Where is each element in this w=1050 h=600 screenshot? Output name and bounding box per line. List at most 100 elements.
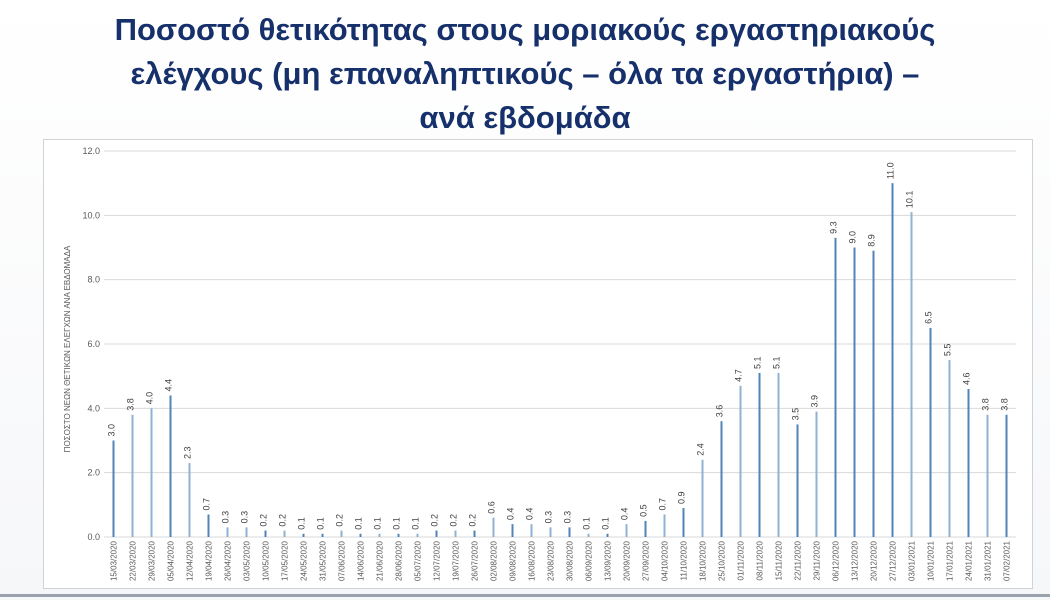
data-label: 0.1: [354, 517, 364, 530]
x-tick-label: 09/08/2020: [509, 540, 518, 581]
y-axis-ticks: 0.0 2.0 4.0 6.0 8.0 10.0 12.0: [82, 146, 100, 542]
data-label: 4.0: [145, 392, 155, 405]
bar: [207, 514, 210, 537]
bar: [720, 421, 723, 537]
data-label: 0.5: [639, 504, 649, 517]
bar: [796, 424, 799, 537]
x-tick-label: 29/11/2020: [813, 540, 822, 580]
data-label: 0.9: [677, 492, 687, 505]
data-label: 3.8: [1000, 398, 1010, 411]
bar: [435, 530, 438, 537]
bar: [701, 459, 704, 537]
gridlines: [104, 150, 1016, 538]
bar: [226, 527, 229, 537]
x-tick-label: 30/08/2020: [566, 540, 575, 581]
data-label: 0.3: [240, 511, 250, 524]
bar: [872, 250, 875, 537]
bar: [264, 530, 267, 537]
bar: [777, 372, 780, 537]
x-tick-label: 19/07/2020: [452, 540, 461, 581]
x-tick-label: 13/12/2020: [851, 540, 860, 581]
bar: [397, 533, 400, 537]
data-label: 0.1: [316, 517, 326, 530]
x-tick-label: 21/06/2020: [376, 540, 385, 581]
title-line-3: ανά εβδομάδα: [419, 100, 631, 135]
bar: [340, 530, 343, 537]
bar: [1005, 414, 1008, 537]
x-tick-label: 22/11/2020: [794, 540, 803, 580]
data-label: 3.8: [981, 398, 991, 411]
y-tick-label: 8.0: [87, 275, 100, 285]
x-tick-label: 12/04/2020: [186, 540, 195, 581]
bar: [967, 389, 970, 537]
bar: [948, 360, 951, 537]
bars: [112, 183, 1008, 537]
bar: [359, 533, 362, 537]
data-label: 0.7: [202, 498, 212, 511]
data-label: 3.0: [107, 424, 117, 437]
x-tick-label: 10/05/2020: [262, 540, 271, 581]
x-tick-label: 03/05/2020: [243, 540, 252, 581]
x-tick-label: 05/04/2020: [167, 540, 176, 581]
x-tick-label: 28/06/2020: [395, 540, 404, 581]
data-label: 2.4: [696, 443, 706, 456]
bar: [511, 524, 514, 537]
data-label: 0.2: [259, 514, 269, 527]
bar: [492, 517, 495, 537]
bar: [853, 247, 856, 537]
x-tick-label: 27/09/2020: [642, 540, 651, 581]
bar: [910, 212, 913, 537]
data-label: 9.3: [829, 221, 839, 234]
bar: [739, 385, 742, 537]
data-label: 5.5: [943, 344, 953, 357]
data-labels: 3.0 3.8 4.0 4.4 2.3 0.7 0.3 0.3 0.2 0.2 0.1 0.1 0.2 0…: [107, 162, 1010, 529]
data-label: 0.4: [525, 508, 535, 521]
bar: [929, 327, 932, 537]
bar: [169, 395, 172, 537]
data-label: 5.1: [753, 356, 763, 369]
x-tick-label: 20/09/2020: [623, 540, 632, 581]
data-label: 0.1: [373, 517, 383, 530]
bar: [150, 408, 153, 537]
bar: [568, 527, 571, 537]
bar: [625, 524, 628, 537]
x-tick-label: 07/02/2021: [1003, 540, 1012, 581]
x-tick-label: 14/06/2020: [357, 540, 366, 581]
bar: [815, 411, 818, 537]
bar: [245, 527, 248, 537]
bar: [131, 414, 134, 537]
slide-bottom-rule: [0, 594, 1050, 597]
data-label: 0.2: [335, 514, 345, 527]
x-tick-label: 25/10/2020: [718, 540, 727, 581]
x-tick-label: 16/08/2020: [528, 540, 537, 581]
data-label: 2.3: [183, 447, 193, 460]
data-label: 0.2: [430, 514, 440, 527]
y-axis-label: ΠΟΣΟΣΤΟ ΝΕΩΝ ΘΕΤΙΚΩΝ ΕΛΕΓΧΩΝ ΑΝΑ ΕΒΔΟΜΑΔ…: [63, 245, 72, 452]
x-tick-label: 17/01/2021: [946, 540, 955, 581]
bar: [321, 533, 324, 537]
positivity-bar-chart: 0.0 2.0 4.0 6.0 8.0 10.0 12.0 3.0 3.8 4.0 4.4 2.3 0…: [63, 146, 1016, 581]
data-label: 4.6: [962, 373, 972, 386]
y-tick-label: 2.0: [87, 468, 100, 478]
x-axis-ticks: 15/03/2020 22/03/2020 29/03/2020 05/04/2020…: [110, 540, 1012, 581]
data-label: 0.4: [620, 508, 630, 521]
x-tick-label: 18/10/2020: [699, 540, 708, 581]
data-label: 9.0: [848, 231, 858, 244]
title-line-1: Ποσοστό θετικότητας στους μοριακούς εργα…: [114, 12, 936, 47]
x-tick-label: 31/01/2021: [984, 540, 993, 581]
bar: [663, 514, 666, 537]
data-label: 0.6: [487, 501, 497, 514]
x-tick-label: 04/10/2020: [661, 540, 670, 581]
bar: [378, 533, 381, 537]
bar: [834, 237, 837, 537]
x-tick-label: 01/11/2020: [737, 540, 746, 580]
data-label: 0.1: [297, 517, 307, 530]
bar: [473, 530, 476, 537]
bar: [758, 372, 761, 537]
data-label: 0.3: [221, 511, 231, 524]
x-tick-label: 15/11/2020: [775, 540, 784, 580]
x-tick-label: 26/07/2020: [471, 540, 480, 581]
slide-title: Ποσοστό θετικότητας στους μοριακούς εργα…: [0, 8, 1050, 140]
bar: [986, 414, 989, 537]
y-tick-label: 0.0: [87, 532, 100, 542]
